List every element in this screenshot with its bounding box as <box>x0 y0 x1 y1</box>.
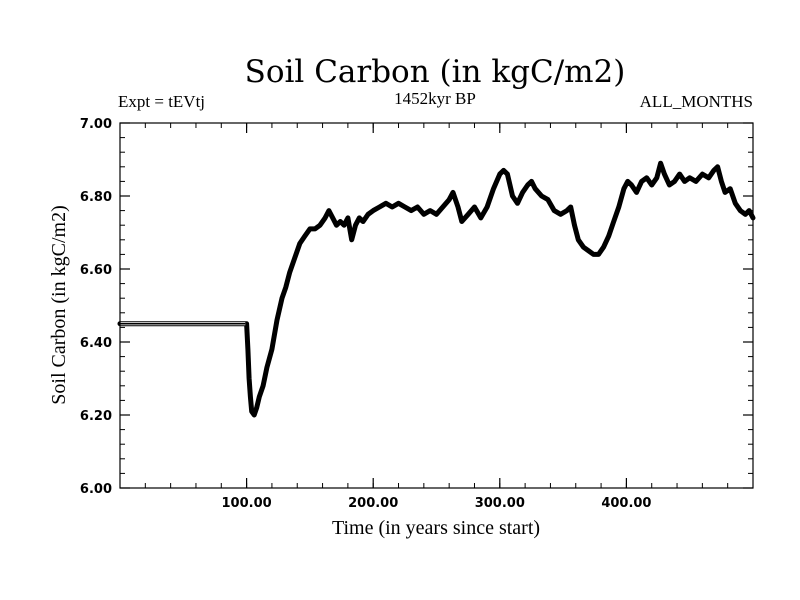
soil-carbon-series-line <box>117 160 756 418</box>
y-tick-label: 7.00 <box>80 117 112 132</box>
x-tick-label: 100.00 <box>222 496 272 511</box>
y-tick-label: 6.40 <box>80 336 112 351</box>
y-tick-label: 6.80 <box>80 190 112 205</box>
y-tick-label: 6.00 <box>80 482 112 497</box>
experiment-label: Expt = tEVtj <box>118 92 205 111</box>
y-axis-label: Soil Carbon (in kgC/m2) <box>48 205 70 404</box>
chart-title: Soil Carbon (in kgC/m2) <box>245 54 626 90</box>
period-label: 1452kyr BP <box>394 89 476 108</box>
x-tick-label: 200.00 <box>348 496 398 511</box>
y-tick-label: 6.60 <box>80 263 112 278</box>
x-tick-label: 400.00 <box>601 496 651 511</box>
months-label: ALL_MONTHS <box>640 92 753 111</box>
plot-frame <box>119 122 754 489</box>
tick-labels: 100.00 200.00 300.00 400.00 6.00 6.20 6.40 6.60… <box>80 117 652 511</box>
x-tick-label: 300.00 <box>475 496 525 511</box>
y-tick-label: 6.20 <box>80 409 112 424</box>
x-axis-label: Time (in years since start) <box>332 517 540 539</box>
